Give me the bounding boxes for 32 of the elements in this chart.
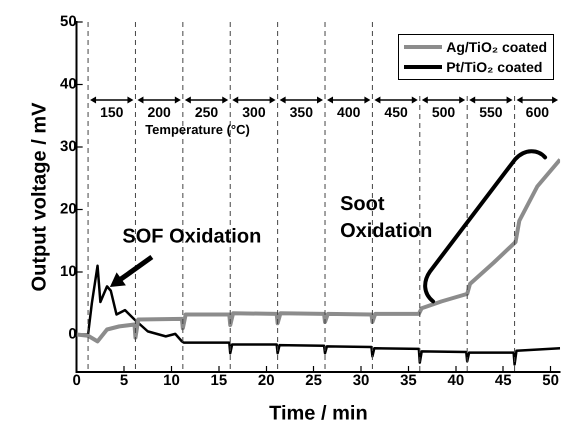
x-tick-label: 20 [258,372,275,390]
annotation: 150 [100,104,124,120]
x-tick-label: 40 [447,372,464,390]
annotation: SOF Oxidation [122,226,262,248]
legend-label: Ag/TiO₂ coated [446,39,548,55]
y-axis-title: Output voltage / mV [28,102,51,292]
x-tick-label: 30 [352,372,370,390]
x-tick-label: 50 [542,372,559,390]
annotation: 500 [432,104,456,120]
annotation: 550 [479,104,503,120]
annotation: 300 [242,104,266,120]
x-tick-label: 15 [210,372,228,390]
annotation: 200 [147,104,172,120]
y-tick-label: 10 [60,263,77,280]
annotation: 350 [290,104,314,120]
x-tick-label: 5 [120,372,128,390]
y-tick-label: 40 [60,76,77,93]
annotation: Temperature (°C) [145,122,250,138]
y-tick-label: 30 [60,138,77,156]
x-tick-label: 25 [305,372,322,390]
annotation: 600 [526,104,550,120]
annotation: Soot Oxidation [340,192,432,242]
annotation: 450 [384,104,408,120]
x-axis-title: Time / min [269,402,368,425]
y-tick-label: 50 [60,13,77,30]
x-tick-label: 45 [494,372,512,390]
y-tick-label: 20 [60,200,77,218]
x-tick-label: 35 [400,372,417,390]
legend-label: Pt/TiO₂ coated [446,59,542,75]
x-tick-label: 10 [163,372,180,390]
annotation: 250 [194,104,218,120]
annotation: 400 [337,104,361,120]
